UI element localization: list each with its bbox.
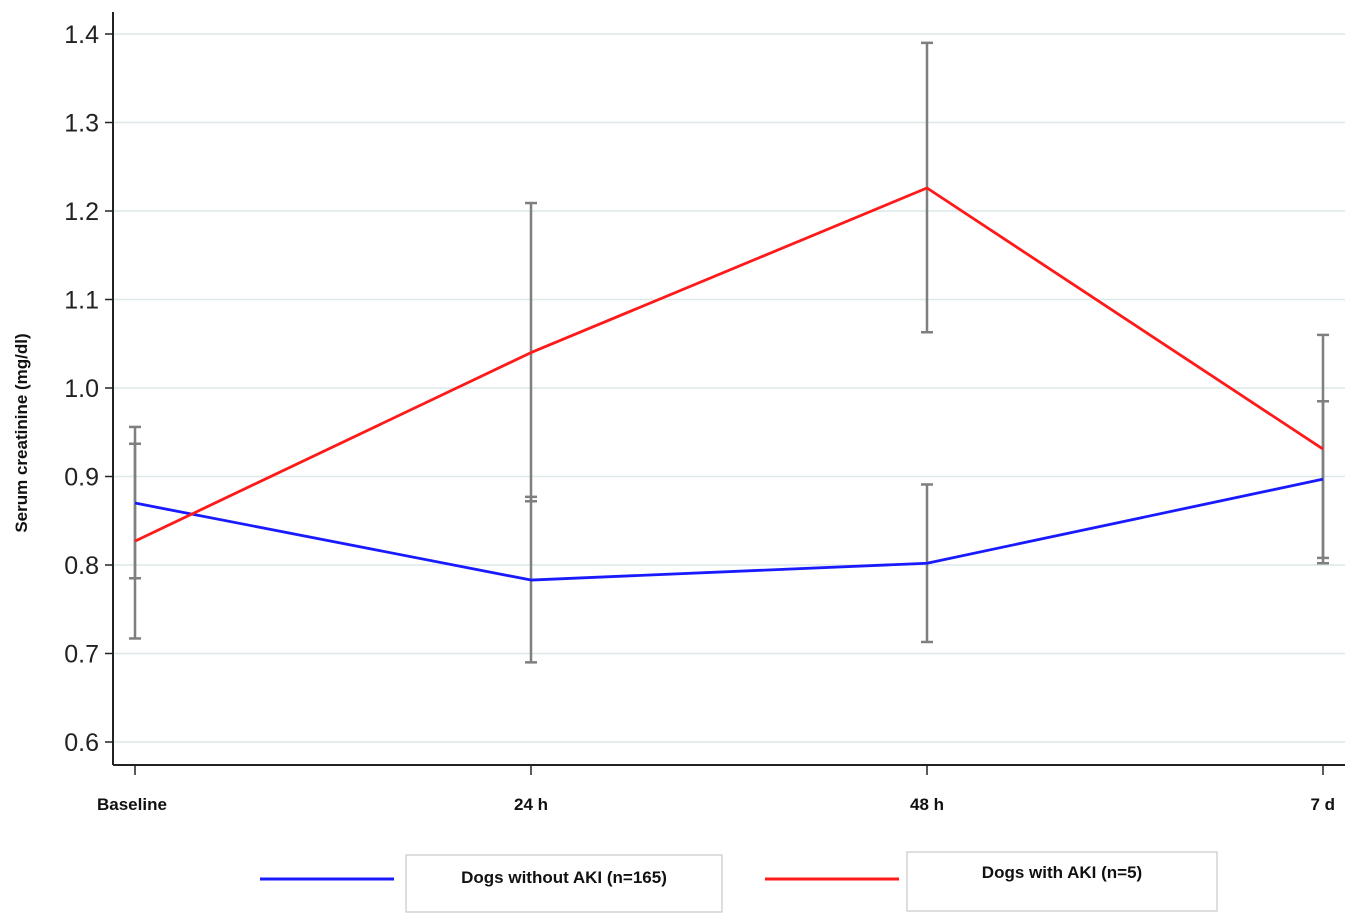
legend-item-1: Dogs without AKI (n=165)	[260, 854, 723, 913]
error-bars	[129, 41, 1329, 664]
y-tick-label: 0.9	[64, 464, 99, 492]
legend: Dogs without AKI (n=165) Dogs with AKI (n…	[260, 851, 1218, 913]
x-tick-label: 48 h	[910, 795, 944, 814]
y-tick-label: 1.1	[64, 287, 99, 315]
y-axis-label: Serum creatinine (mg/dl)	[12, 333, 31, 532]
legend-box	[405, 854, 723, 913]
grid-lines	[113, 33, 1345, 743]
y-tick-label: 0.6	[64, 729, 99, 757]
series-line-2	[134, 186, 1324, 543]
x-tick-label: 24 h	[514, 795, 548, 814]
y-ticks: 0.6 0.7 0.8 0.9 1.0 1.1 1.2 1.3 1.4	[64, 21, 113, 757]
series-line-1	[134, 477, 1324, 582]
y-tick-label: 1.3	[64, 110, 99, 138]
y-tick-label: 1.2	[64, 198, 99, 226]
legend-item-2: Dogs with AKI (n=5)	[765, 851, 1218, 912]
y-tick-label: 0.8	[64, 552, 99, 580]
legend-box	[906, 851, 1218, 912]
x-ticks: Baseline 24 h 48 h 7 d	[97, 765, 1335, 814]
x-tick-label: Baseline	[97, 795, 167, 814]
y-tick-label: 1.4	[64, 21, 99, 49]
legend-label: Dogs with AKI (n=5)	[982, 863, 1142, 882]
y-tick-label: 1.0	[64, 375, 99, 403]
legend-label: Dogs without AKI (n=165)	[461, 868, 667, 887]
x-tick-label: 7 d	[1310, 795, 1335, 814]
y-tick-label: 0.7	[64, 641, 99, 669]
series-lines	[134, 186, 1324, 582]
